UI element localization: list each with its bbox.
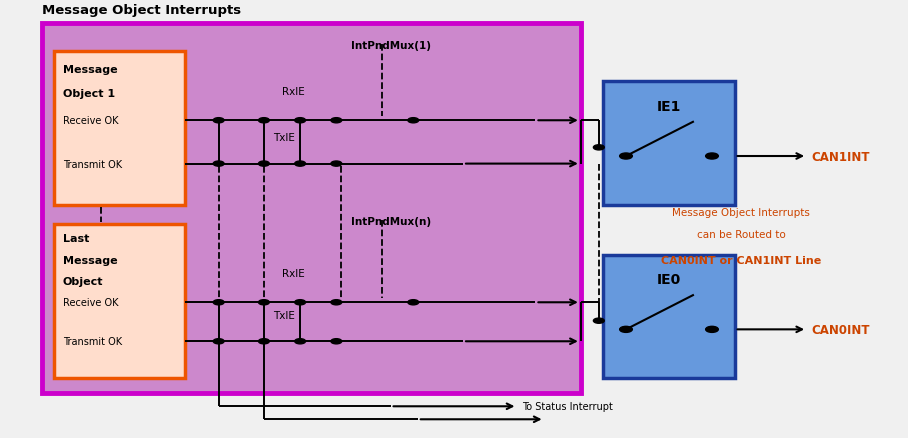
Text: Transmit OK: Transmit OK xyxy=(63,159,122,169)
Circle shape xyxy=(594,318,604,324)
Text: Last: Last xyxy=(63,233,89,244)
Text: IntPndMux(n): IntPndMux(n) xyxy=(350,216,430,226)
Circle shape xyxy=(619,327,632,332)
Text: TxIE: TxIE xyxy=(273,310,295,320)
Circle shape xyxy=(295,118,306,124)
Text: CAN1INT: CAN1INT xyxy=(812,150,870,163)
Circle shape xyxy=(259,118,270,124)
Circle shape xyxy=(331,300,341,305)
Text: Receive OK: Receive OK xyxy=(63,116,118,126)
Circle shape xyxy=(331,118,341,124)
Text: TxIE: TxIE xyxy=(273,133,295,143)
Text: To Status Interrupt: To Status Interrupt xyxy=(522,401,613,411)
Text: CAN0INT: CAN0INT xyxy=(812,323,870,336)
FancyBboxPatch shape xyxy=(603,82,735,205)
Text: Message: Message xyxy=(63,65,117,75)
Text: Transmit OK: Transmit OK xyxy=(63,336,122,346)
Text: can be Routed to: can be Routed to xyxy=(697,230,785,240)
Circle shape xyxy=(259,300,270,305)
FancyBboxPatch shape xyxy=(54,52,185,205)
Text: Receive OK: Receive OK xyxy=(63,297,118,307)
Circle shape xyxy=(594,145,604,151)
FancyBboxPatch shape xyxy=(42,24,581,393)
Text: IE0: IE0 xyxy=(656,272,681,286)
Circle shape xyxy=(408,118,419,124)
Text: CAN0INT or CAN1INT Line: CAN0INT or CAN1INT Line xyxy=(661,255,822,265)
Text: Message Object Interrupts: Message Object Interrupts xyxy=(673,208,810,218)
Circle shape xyxy=(213,162,224,167)
Text: Object 1: Object 1 xyxy=(63,88,115,99)
Circle shape xyxy=(213,118,224,124)
Circle shape xyxy=(259,339,270,344)
Circle shape xyxy=(295,339,306,344)
Circle shape xyxy=(295,162,306,167)
Circle shape xyxy=(213,300,224,305)
Text: RxIE: RxIE xyxy=(282,269,305,279)
Text: Message Object Interrupts: Message Object Interrupts xyxy=(42,4,242,17)
Circle shape xyxy=(619,154,632,160)
Circle shape xyxy=(259,162,270,167)
Circle shape xyxy=(295,300,306,305)
Circle shape xyxy=(408,300,419,305)
Circle shape xyxy=(331,339,341,344)
Circle shape xyxy=(331,162,341,167)
Circle shape xyxy=(213,339,224,344)
Circle shape xyxy=(706,154,718,160)
Text: Object: Object xyxy=(63,277,104,286)
Text: IntPndMux(1): IntPndMux(1) xyxy=(350,41,430,51)
Text: Message: Message xyxy=(63,255,117,265)
FancyBboxPatch shape xyxy=(603,255,735,378)
Text: RxIE: RxIE xyxy=(282,87,305,97)
FancyBboxPatch shape xyxy=(54,225,185,378)
Text: IE1: IE1 xyxy=(656,99,681,113)
Circle shape xyxy=(706,327,718,332)
